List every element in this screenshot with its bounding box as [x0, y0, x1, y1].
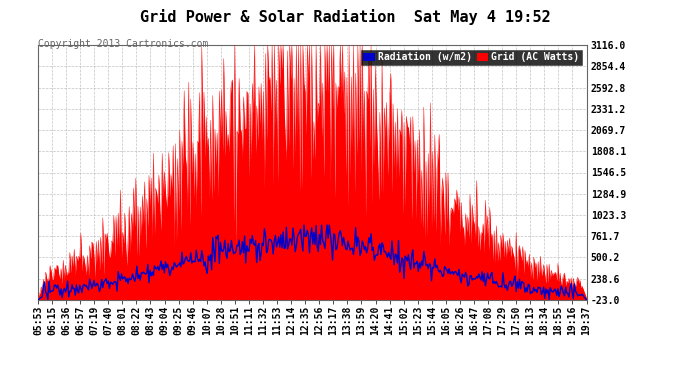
Text: Grid Power & Solar Radiation  Sat May 4 19:52: Grid Power & Solar Radiation Sat May 4 1… [139, 9, 551, 26]
Text: Copyright 2013 Cartronics.com: Copyright 2013 Cartronics.com [38, 39, 208, 50]
Legend: Radiation (w/m2), Grid (AC Watts): Radiation (w/m2), Grid (AC Watts) [361, 50, 582, 65]
